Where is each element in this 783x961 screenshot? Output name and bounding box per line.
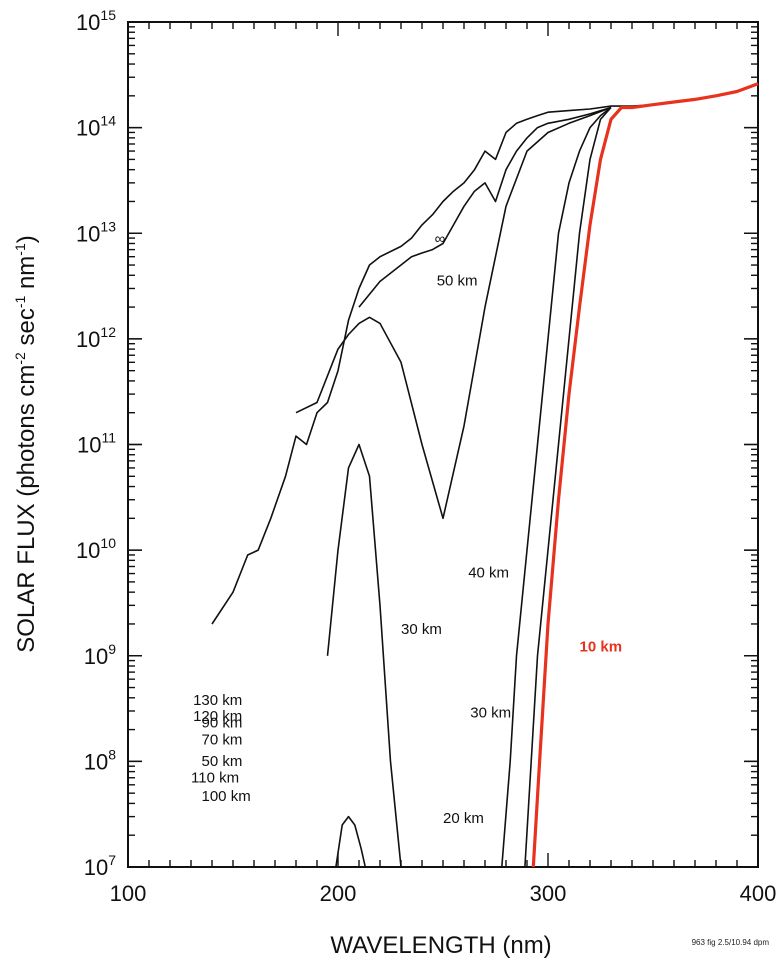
annotation-label: ∞ — [435, 230, 446, 247]
y-tick-label: 1015 — [76, 7, 116, 35]
annotations: ∞ 50 km 40 km 30 km 30 km 20 km 10 km 130 km120… — [191, 230, 622, 827]
y-tick-labels: 107 108 109 1010 1011 1012 1013 1014 1015 — [76, 7, 116, 880]
annotation-label: 110 km — [191, 770, 239, 787]
annotation-label: 10 km — [580, 638, 623, 655]
annotation-label: 30 km — [401, 621, 442, 638]
series-line — [326, 443, 402, 868]
y-tick-label: 1010 — [76, 535, 116, 563]
x-tick-label: 400 — [740, 881, 777, 906]
annotation-label: 40 km — [468, 565, 509, 582]
series-line — [501, 106, 612, 868]
x-tick-label: 300 — [530, 881, 567, 906]
y-tick-label: 109 — [84, 641, 116, 669]
series-line — [335, 815, 367, 868]
series-line — [531, 82, 759, 868]
y-tick-label: 1012 — [76, 324, 116, 352]
x-axis-label: WAVELENGTH (nm) — [330, 932, 551, 959]
x-tick-label: 100 — [110, 881, 147, 906]
series-line — [524, 106, 612, 868]
x-tick-labels: 100 200 300 400 — [110, 881, 777, 906]
series-line — [295, 106, 612, 520]
axis-ticks — [127, 21, 759, 868]
y-tick-label: 107 — [84, 852, 116, 880]
figure-footnote: 963 fig 2.5/10.94 dpm — [691, 938, 769, 947]
annotation-label: 20 km — [443, 810, 484, 827]
y-tick-label: 108 — [84, 746, 116, 774]
series-line — [358, 106, 612, 308]
annotation-label: 90 km — [202, 714, 243, 731]
annotation-label: 100 km — [202, 788, 251, 805]
series-line — [211, 83, 759, 625]
annotation-label: 120 km — [193, 708, 242, 725]
data-series — [211, 82, 759, 868]
annotation-label: 130 km — [193, 692, 242, 709]
y-tick-label: 1013 — [76, 218, 116, 246]
y-tick-label: 1011 — [77, 430, 116, 458]
annotation-label: 50 km — [437, 273, 478, 290]
annotation-label: 50 km — [202, 753, 243, 770]
annotation-label: 70 km — [202, 731, 243, 748]
y-axis-label: SOLAR FLUX (photons cm-2 sec-1 nm-1) — [12, 235, 40, 653]
y-tick-label: 1014 — [76, 113, 116, 141]
annotation-label: 30 km — [470, 705, 511, 722]
x-tick-label: 200 — [320, 881, 357, 906]
